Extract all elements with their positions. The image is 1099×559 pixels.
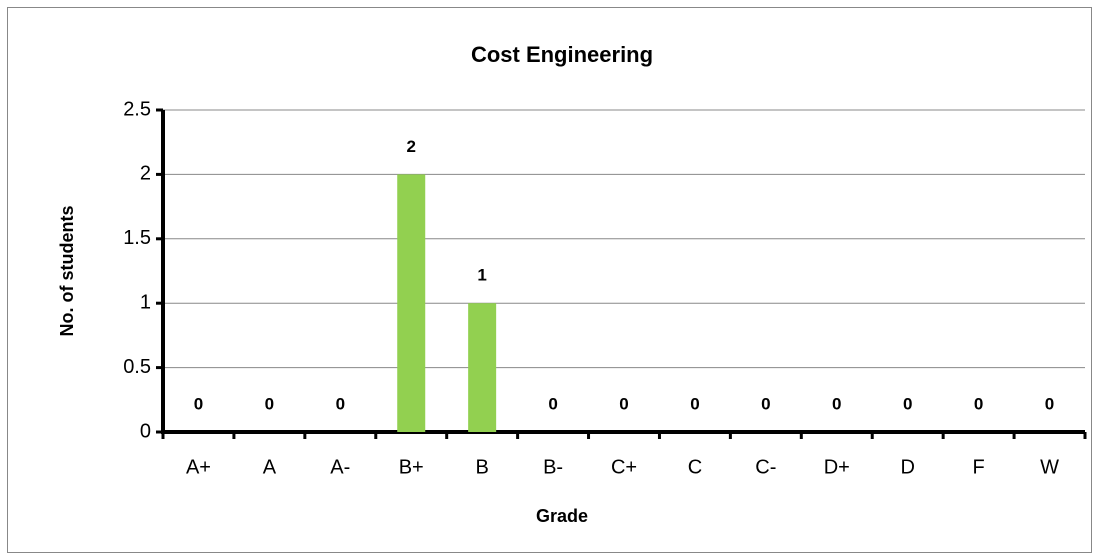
x-axis-title: Grade [536, 506, 588, 526]
data-label: 1 [477, 266, 486, 285]
x-tick-label: B+ [399, 456, 424, 478]
y-axis-title: No. of students [57, 206, 77, 337]
data-label: 0 [194, 394, 203, 413]
x-tick-label: W [1040, 456, 1059, 478]
data-label: 0 [761, 394, 770, 413]
data-label: 0 [974, 394, 983, 413]
x-tick-label: B [475, 456, 488, 478]
x-tick-label: F [973, 456, 985, 478]
data-label: 0 [619, 394, 628, 413]
x-tick-label: C [688, 456, 702, 478]
y-tick-label: 1.5 [123, 227, 151, 249]
data-label: 2 [406, 137, 415, 156]
data-label: 0 [336, 394, 345, 413]
data-label: 0 [265, 394, 274, 413]
y-tick-label: 0.5 [123, 356, 151, 378]
data-label: 0 [832, 394, 841, 413]
x-tick-label: A [263, 456, 277, 478]
x-tick-label: A+ [186, 456, 211, 478]
x-tick-label: D [900, 456, 914, 478]
chart-border [7, 7, 1092, 553]
bar [468, 303, 497, 432]
y-tick-label: 2 [140, 163, 151, 185]
chart-title: Cost Engineering [471, 42, 653, 67]
y-tick-label: 2.5 [123, 98, 151, 120]
y-tick-label: 1 [140, 291, 151, 313]
data-label: 0 [690, 394, 699, 413]
x-tick-label: A- [330, 456, 350, 478]
data-label: 0 [903, 394, 912, 413]
x-tick-label: C+ [611, 456, 637, 478]
x-tick-label: C- [755, 456, 776, 478]
x-tick-label: B- [543, 456, 563, 478]
y-tick-label: 0 [140, 420, 151, 442]
data-label: 0 [548, 394, 557, 413]
bar [397, 174, 426, 432]
data-label: 0 [1045, 394, 1054, 413]
x-tick-label: D+ [824, 456, 850, 478]
